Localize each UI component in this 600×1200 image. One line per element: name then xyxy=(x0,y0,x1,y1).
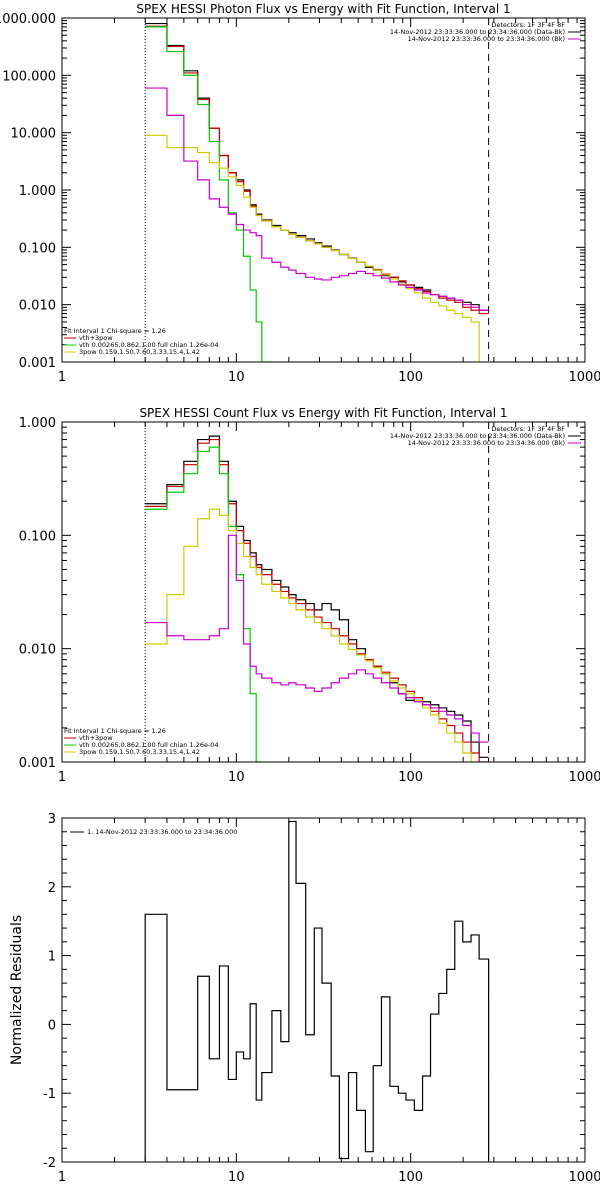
series-line-1 xyxy=(145,435,489,758)
y-tick-label: -1 xyxy=(43,1087,56,1102)
chart-title: SPEX HESSI Count Flux vs Energy with Fit… xyxy=(139,406,507,420)
axis-ticks xyxy=(61,421,585,763)
legend-top-entry: 14-Nov-2012 23:33:36.000 to 23:34:36.000… xyxy=(390,432,565,440)
y-tick-label: 2 xyxy=(48,881,56,896)
plot-frame xyxy=(61,421,586,763)
y-tick-label: 0.001 xyxy=(19,356,56,371)
series-line-4 xyxy=(145,508,480,762)
legend-bottom-entry: vth 0.00265,0.862,1.00 full chian 1.26e-… xyxy=(79,741,219,749)
x-tick-label: 1 xyxy=(58,1170,66,1185)
y-tick-label: 0.010 xyxy=(19,299,56,314)
x-tick-label: 100 xyxy=(398,370,423,385)
y-tick-label: 1 xyxy=(48,950,56,965)
y-tick-label: 0 xyxy=(48,1018,56,1033)
series-line-5 xyxy=(145,87,489,311)
legend-bottom-entry: Fit Interval 1 Chi-square = 1.26 xyxy=(64,727,166,735)
legend-bottom-entry: 3pow 0.159,1.50,7.60,3.33,15.4,1.42 xyxy=(79,348,200,356)
y-tick-label: 1.000 xyxy=(19,184,56,199)
y-tick-label: 0.100 xyxy=(19,529,56,544)
series-group xyxy=(145,22,489,362)
y-tick-label: 100.000 xyxy=(2,69,56,84)
x-tick-label: 1000 xyxy=(568,770,600,785)
axis-ticks xyxy=(61,817,585,1163)
y-tick-label: 3 xyxy=(48,812,56,827)
plot-frame xyxy=(61,817,586,1163)
chart-title: SPEX HESSI Photon Flux vs Energy with Fi… xyxy=(136,2,510,16)
x-tick-label: 10 xyxy=(228,1170,245,1185)
series-line-3 xyxy=(145,446,263,762)
y-tick-label: -2 xyxy=(43,1156,56,1171)
legend-bottom-entry: vth+3pow xyxy=(79,734,113,742)
series-group xyxy=(144,820,490,1162)
legend-bottom-entry: 3pow 0.159,1.50,7.60,3.33,15.4,1.42 xyxy=(79,748,200,756)
x-tick-label: 100 xyxy=(398,770,423,785)
x-tick-label: 10 xyxy=(228,370,245,385)
y-tick-label: 1000.000 xyxy=(0,12,56,27)
series-line-4 xyxy=(145,134,480,362)
series-line-2 xyxy=(145,25,489,315)
x-tick-label: 1000 xyxy=(568,370,600,385)
x-tick-label: 10 xyxy=(228,770,245,785)
series-line-1 xyxy=(144,820,490,1162)
y-tick-label: 0.010 xyxy=(19,643,56,658)
legend-top-entry: 14-Nov-2012 23:33:36.000 to 23:34:36.000… xyxy=(408,35,565,43)
plot-frame xyxy=(61,17,586,363)
x-tick-label: 1 xyxy=(58,370,66,385)
y-tick-label: 1.000 xyxy=(19,416,56,431)
legend-top-entry: 14-Nov-2012 23:33:36.000 to 23:34:36.000… xyxy=(390,28,565,36)
series-line-2 xyxy=(145,438,489,762)
legend-top-entry: Detectors: 1F 3F 4F 8F xyxy=(491,21,565,29)
x-tick-label: 100 xyxy=(398,1170,423,1185)
axis-ticks xyxy=(61,17,585,363)
series-line-5 xyxy=(145,534,489,743)
series-line-3 xyxy=(145,26,273,362)
y-axis-label: Normalized Residuals xyxy=(9,915,25,1065)
legend-entry: 1. 14-Nov-2012 23:33:36.000 to 23:34:36.… xyxy=(87,828,237,836)
legend-top-entry: Detectors: 1F 3F 4F 8F xyxy=(491,425,565,433)
y-tick-label: 0.001 xyxy=(19,756,56,771)
x-tick-label: 1 xyxy=(58,770,66,785)
series-group xyxy=(145,435,489,762)
y-tick-label: 10.000 xyxy=(11,127,57,142)
legend-bottom-entry: Fit Interval 1 Chi-square = 1.26 xyxy=(64,327,166,335)
chart-panel-2: SPEX HESSI Count Flux vs Energy with Fit… xyxy=(19,406,600,785)
chart-panel-3: Normalized Residuals 1 10 100 1000 -2 -1 0 1 2 3 1.… xyxy=(9,812,600,1185)
series-line-1 xyxy=(145,22,489,311)
x-tick-label: 1000 xyxy=(568,1170,600,1185)
legend-bottom-entry: vth 0.00265,0.862,1.00 full chian 1.26e-… xyxy=(79,341,219,349)
y-tick-label: 0.100 xyxy=(19,241,56,256)
legend-bottom-entry: vth+3pow xyxy=(79,334,113,342)
legend-top-entry: 14-Nov-2012 23:33:36.000 to 23:34:36.000… xyxy=(408,439,565,447)
chart-panel-1: SPEX HESSI Photon Flux vs Energy with Fi… xyxy=(0,2,600,385)
